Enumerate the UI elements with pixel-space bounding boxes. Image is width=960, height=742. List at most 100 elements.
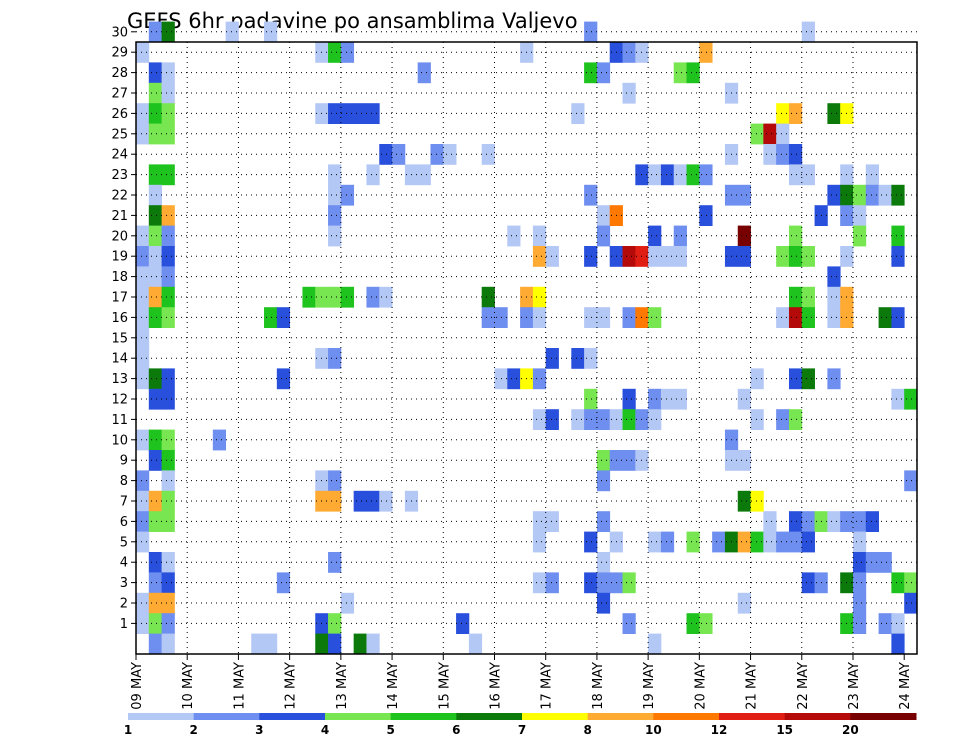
heatmap-cell <box>660 531 675 553</box>
heatmap-cell <box>532 368 547 390</box>
heatmap-cell <box>136 470 150 492</box>
x-tick-label: 11 MAY <box>232 662 247 710</box>
heatmap-cell <box>776 307 790 328</box>
heatmap-cell <box>622 388 636 410</box>
heatmap-cell <box>865 552 879 573</box>
x-tick-label: 21 MAY <box>745 662 760 710</box>
heatmap-cell <box>136 613 150 634</box>
heatmap-cell <box>148 429 162 451</box>
heatmap-cell <box>328 205 342 226</box>
heatmap-cell <box>148 184 162 206</box>
heatmap-cell <box>776 531 790 553</box>
heatmap-cell <box>827 103 841 124</box>
heatmap-cell <box>571 103 585 124</box>
colorbar-swatch <box>522 713 589 720</box>
heatmap-cell <box>827 307 841 328</box>
heatmap-cell <box>788 531 803 553</box>
heatmap-cell <box>161 103 175 124</box>
colorbar-label: 8 <box>583 723 591 737</box>
heatmap-cell <box>328 164 342 186</box>
heatmap-cell <box>852 511 867 532</box>
heatmap-cell <box>584 388 598 410</box>
heatmap-cell <box>545 511 559 532</box>
heatmap-cell <box>596 470 611 492</box>
heatmap-cell <box>699 164 713 186</box>
y-tick-label: 15 <box>111 331 128 346</box>
heatmap-cell <box>891 225 905 247</box>
heatmap-cell <box>622 572 636 594</box>
heatmap-cell <box>264 633 278 655</box>
heatmap-cell <box>596 450 611 471</box>
heatmap-cell <box>468 633 483 655</box>
heatmap-cell <box>660 246 675 267</box>
heatmap-cell <box>865 511 879 532</box>
heatmap-cell <box>878 552 892 573</box>
heatmap-cell <box>136 286 150 308</box>
heatmap-cell <box>788 286 803 308</box>
heatmap-cell <box>852 184 867 206</box>
heatmap-cell <box>788 409 803 430</box>
heatmap-cell <box>891 307 905 328</box>
heatmap-cell <box>750 490 764 512</box>
heatmap-cell <box>648 164 662 186</box>
y-tick-label: 10 <box>111 433 128 448</box>
heatmap-cell <box>136 490 150 512</box>
y-tick-label: 13 <box>111 372 128 387</box>
heatmap-cell <box>660 164 675 186</box>
heatmap-cell <box>532 225 547 247</box>
x-axis: 09 MAY 10 MAY 11 MAY 12 MAY 13 MAY 14 MAY 15 M… <box>130 654 913 710</box>
x-tick-label: 13 MAY <box>335 662 350 710</box>
heatmap-cell <box>737 184 751 206</box>
heatmap-cell <box>596 592 611 614</box>
heatmap-cell <box>340 103 355 124</box>
heatmap-cell <box>148 82 162 104</box>
heatmap-cell <box>532 572 547 594</box>
heatmap-cell <box>136 246 150 267</box>
heatmap-cell <box>532 511 547 532</box>
heatmap-cell <box>161 266 175 288</box>
heatmap-cell <box>852 205 867 226</box>
heatmap-cell <box>584 348 598 369</box>
colorbar-label: 7 <box>518 723 526 737</box>
heatmap-cell <box>852 613 867 634</box>
heatmap-cell <box>148 225 162 247</box>
heatmap-cell <box>852 572 867 594</box>
x-tick-label: 16 MAY <box>488 662 503 710</box>
y-tick-label: 9 <box>120 454 128 469</box>
heatmap-cell <box>788 246 803 267</box>
heatmap-cell <box>136 307 150 328</box>
heatmap-cell <box>353 633 367 655</box>
heatmap-cell <box>430 144 444 165</box>
heatmap-cell <box>673 225 687 247</box>
heatmap-cell <box>584 531 598 553</box>
heatmap-cell <box>648 531 662 553</box>
heatmap-cell <box>622 450 636 471</box>
heatmap-cell <box>648 409 662 430</box>
y-tick-label: 8 <box>120 474 128 489</box>
heatmap-cell <box>750 409 764 430</box>
heatmap-cell <box>788 103 803 124</box>
y-tick-label: 19 <box>111 250 128 265</box>
heatmap-cell <box>366 103 380 124</box>
heatmap-cell <box>148 388 162 410</box>
heatmap-cell <box>788 164 803 186</box>
y-tick-label: 30 <box>111 25 128 40</box>
y-tick-label: 3 <box>120 576 128 591</box>
colorbar-swatch <box>390 713 457 720</box>
heatmap-cell <box>750 368 764 390</box>
heatmap-cell <box>801 21 815 43</box>
heatmap-cell <box>148 613 162 634</box>
heatmap-cell <box>251 633 265 655</box>
heatmap-cell <box>788 144 803 165</box>
heatmap-cell <box>801 286 815 308</box>
heatmap-cell <box>148 123 162 145</box>
colorbar-swatch <box>587 713 654 720</box>
heatmap-cell <box>596 572 611 594</box>
heatmap-cell <box>136 225 150 247</box>
heatmap-cell <box>776 144 790 165</box>
heatmap-cell <box>584 62 598 84</box>
heatmap-cell <box>776 246 790 267</box>
colorbar-swatch <box>784 713 851 720</box>
heatmap-cell <box>353 103 367 124</box>
heatmap-cell <box>699 613 713 634</box>
